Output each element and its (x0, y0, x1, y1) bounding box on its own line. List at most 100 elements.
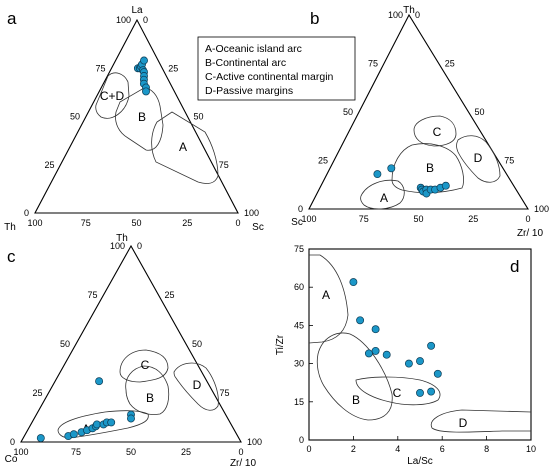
data-points-b (373, 164, 450, 198)
tick-label-right-b: 100 (534, 204, 549, 214)
tick-label-right-b: 0 (415, 10, 420, 20)
axis-ticks-d: 0 2 4 6 8 10 0 15 30 45 60 75 (294, 244, 536, 454)
field-label-cd: C+D (100, 89, 125, 103)
y-tick-label: 30 (294, 359, 304, 369)
field-boundary-b-c (413, 115, 457, 147)
tick-label-right-c: 0 (137, 241, 142, 251)
ternary-frame-c (20, 244, 242, 443)
plot-frame-d (308, 248, 532, 441)
data-points-d (349, 278, 442, 397)
field-label-c-d: D (193, 378, 202, 392)
tick-label-left-b: 0 (298, 204, 303, 214)
data-point (371, 325, 380, 334)
tick-label-left-c: 25 (32, 388, 42, 398)
tick-label-left-c: 0 (10, 437, 15, 447)
data-points-a (133, 56, 150, 96)
data-point (69, 430, 78, 439)
field-boundary-b-a (360, 179, 405, 210)
data-point (433, 369, 442, 378)
field-label-d-a: A (322, 288, 330, 302)
vertex-label-left-c: Co (5, 454, 18, 465)
data-point (140, 56, 148, 65)
tick-label-left-a: 100 (116, 15, 131, 25)
panel-label-c: c (7, 247, 16, 266)
tick-label-right-a: 0 (143, 15, 148, 25)
panel-a: a La Th Sc 100 75 50 25 0 0 25 50 75 100 100 75 50 25… (4, 5, 264, 233)
x-tick-label: 4 (395, 444, 400, 454)
tick-label-bottom-b: 0 (525, 214, 530, 224)
data-point (404, 359, 413, 368)
data-point (427, 341, 436, 350)
tick-label-bottom-a: 0 (235, 218, 240, 228)
legend: A-Oceanic island arc B-Continental arc C… (197, 36, 356, 101)
tick-label-bottom-b: 75 (359, 214, 369, 224)
tick-label-right-c: 75 (220, 388, 230, 398)
ternary-frame-a (34, 18, 239, 214)
legend-box (197, 36, 356, 101)
vertex-label-right-c: Zr/ 10 (230, 458, 257, 469)
y-tick-label: 15 (294, 397, 304, 407)
x-tick-label: 0 (306, 444, 311, 454)
vertex-label-top-b: Th (403, 5, 415, 16)
field-boundary-b-d (456, 135, 501, 183)
tick-label-bottom-b: 100 (301, 214, 316, 224)
field-label-c-c: C (141, 358, 150, 372)
data-points-c (36, 377, 135, 443)
tick-label-right-a: 75 (219, 160, 229, 170)
data-point (382, 350, 391, 359)
field-boundaries-a (95, 72, 219, 184)
data-point (441, 181, 450, 190)
tick-label-left-a: 0 (24, 208, 29, 218)
tick-label-right-b: 75 (504, 156, 514, 166)
y-tick-label: 75 (294, 244, 304, 254)
field-boundary-c-b (125, 365, 170, 415)
tick-label-left-c: 50 (60, 339, 70, 349)
data-point (373, 170, 382, 179)
data-point (107, 418, 116, 427)
tick-label-left-c: 100 (110, 241, 125, 251)
tick-label-bottom-c: 75 (71, 447, 81, 457)
field-label-a: A (179, 140, 187, 154)
field-boundary-b-b (391, 143, 464, 194)
field-label-d-d: D (459, 416, 468, 430)
tick-label-right-b: 25 (445, 59, 455, 69)
field-label-b-b: B (426, 161, 434, 175)
data-point (356, 316, 365, 325)
field-label-b-a: A (380, 191, 388, 205)
tick-label-bottom-c: 50 (126, 447, 136, 457)
legend-item-b: B-Continental arc (205, 57, 286, 69)
tick-label-bottom-a: 50 (131, 218, 141, 228)
vertex-label-left-b: Sc (291, 217, 303, 228)
field-boundary-a-cd (95, 72, 130, 119)
field-label-b-c: C (433, 125, 442, 139)
field-boundary-d-d (430, 409, 532, 433)
tick-label-left-b: 25 (318, 156, 328, 166)
field-boundary-a-a (151, 111, 219, 184)
field-labels-a: C+D B A (100, 89, 187, 154)
data-point (349, 278, 358, 287)
panel-b: b Th Sc Zr/ 10 100 75 50 25 0 0 25 50 75 100 100 75… (291, 5, 549, 239)
tick-label-left-a: 75 (95, 63, 105, 73)
vertex-label-right-b: Zr/ 10 (517, 228, 544, 239)
data-point (416, 357, 424, 366)
tick-label-left-b: 100 (388, 10, 403, 20)
tick-label-right-c: 25 (165, 290, 175, 300)
data-point (387, 164, 396, 173)
x-tick-label: 10 (526, 444, 536, 454)
x-tick-label: 2 (351, 444, 356, 454)
tick-label-right-a: 50 (194, 112, 204, 122)
tick-labels-a: 100 75 50 25 0 0 25 50 75 100 100 75 50 25 0 (24, 15, 259, 228)
tick-label-right-c: 100 (247, 437, 262, 447)
tick-label-right-c: 50 (192, 339, 202, 349)
panel-d: d 0 2 4 6 8 10 0 15 30 45 60 75 La/Sc Ti/Zr A B C D (275, 244, 536, 467)
legend-item-a: A-Oceanic island arc (205, 43, 302, 55)
tick-label-bottom-c: 100 (13, 447, 28, 457)
panel-label-a: a (7, 9, 17, 28)
data-point (416, 388, 424, 397)
tick-label-left-c: 75 (87, 290, 97, 300)
data-point (36, 434, 45, 443)
field-boundary-d-a (308, 254, 349, 344)
field-label-b-d: D (474, 151, 483, 165)
vertex-label-top-a: La (131, 5, 143, 16)
vertex-label-left-a: Th (4, 222, 16, 233)
